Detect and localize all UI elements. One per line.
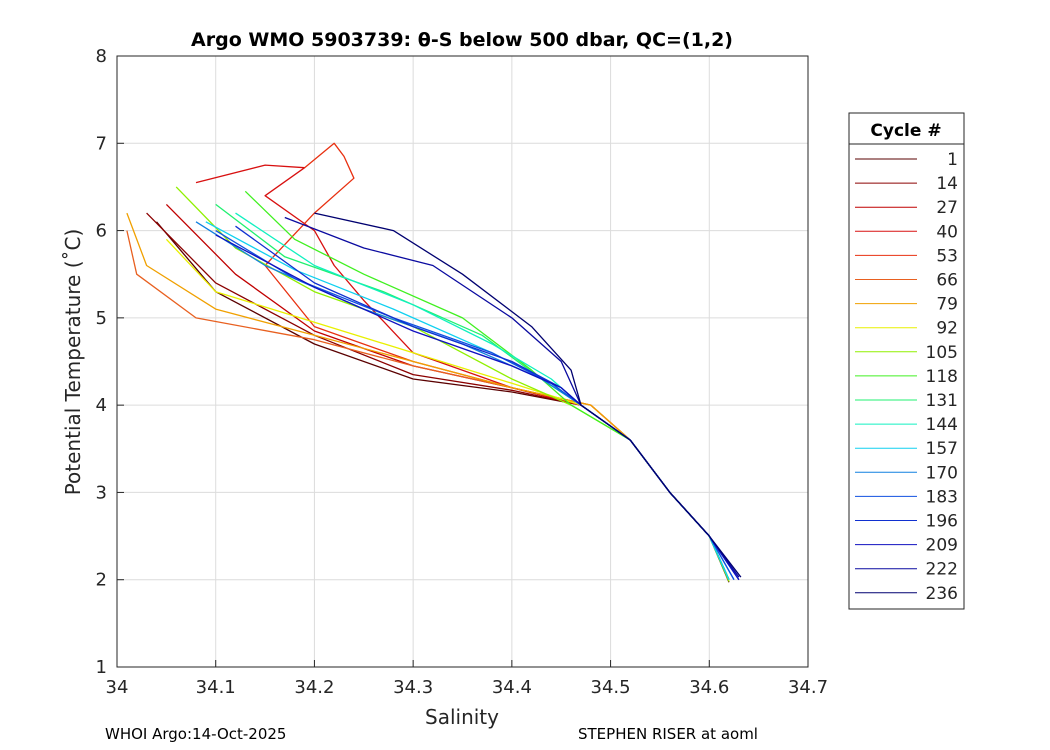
series-lines [126, 142, 742, 583]
y-tick-label: 2 [96, 570, 107, 591]
legend-label: 14 [936, 174, 958, 194]
x-tick-label: 34.7 [788, 677, 828, 698]
footer-left: WHOI Argo:14-Oct-2025 [105, 725, 287, 743]
legend-label: 170 [926, 463, 958, 483]
legend-label: 105 [926, 343, 958, 363]
plot-frame [116, 55, 809, 668]
legend-label: 1 [947, 150, 958, 170]
legend-label: 222 [926, 560, 958, 580]
y-tick-label: 3 [96, 482, 107, 503]
legend-label: 79 [936, 295, 958, 315]
legend-label: 66 [936, 271, 958, 291]
legend-label: 209 [926, 536, 958, 556]
y-tick-label: 4 [96, 395, 107, 416]
legend-label: 27 [936, 198, 958, 218]
x-axis-label: Salinity [425, 705, 499, 729]
legend-label: 144 [926, 415, 958, 435]
x-tick-label: 34 [106, 677, 129, 698]
legend-box [848, 112, 965, 610]
legend-label: 183 [926, 487, 958, 507]
legend-label: 40 [936, 222, 958, 242]
x-tick-label: 34.2 [294, 677, 334, 698]
chart-title: Argo WMO 5903739: θ-S below 500 dbar, QC… [191, 29, 733, 51]
legend: Cycle # 1 14 27 40 53 66 79 92 105 118 131 144 157 17… [848, 112, 965, 610]
series-line-cycle-236 [314, 212, 742, 578]
legend-label: 236 [926, 584, 958, 604]
y-tick-label: 8 [96, 46, 107, 67]
y-tick-label: 1 [96, 657, 107, 678]
x-tick-label: 34.6 [689, 677, 729, 698]
y-axis-label: Potential Temperature (˚C) [61, 229, 85, 496]
legend-label: 92 [936, 319, 958, 339]
x-tick-label: 34.1 [196, 677, 236, 698]
x-tick-label: 34.3 [393, 677, 433, 698]
x-tick-label: 34.4 [492, 677, 532, 698]
plot-area [117, 56, 808, 667]
y-tick-label: 7 [96, 133, 107, 154]
legend-title: Cycle # [870, 121, 941, 141]
footer-right: STEPHEN RISER at aoml [578, 725, 758, 743]
legend-label: 131 [926, 391, 958, 411]
legend-label: 196 [926, 512, 958, 532]
y-tick-label: 6 [96, 221, 107, 242]
legend-label: 118 [926, 367, 958, 387]
x-tick-label: 34.5 [591, 677, 631, 698]
legend-label: 53 [936, 246, 958, 266]
y-tick-label: 5 [96, 308, 107, 329]
legend-label: 157 [926, 439, 958, 459]
